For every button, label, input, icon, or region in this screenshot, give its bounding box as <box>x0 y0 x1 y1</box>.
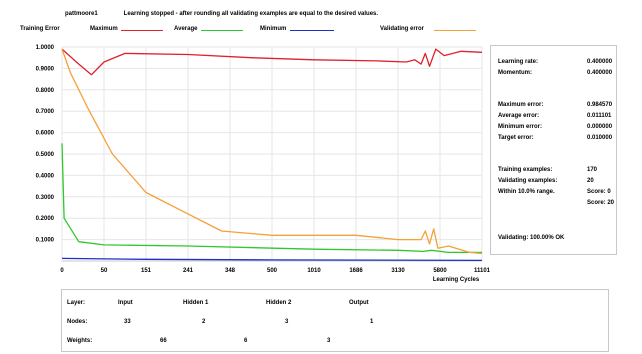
x-tick-label: 5800 <box>433 268 447 274</box>
layer-input-name: Input <box>118 300 133 306</box>
nodes-row-label: Nodes: <box>67 319 88 325</box>
learning-rate-value: 0.400000 <box>587 59 613 65</box>
x-tick-label: 500 <box>267 268 278 274</box>
target-error-label: Target error: <box>498 135 534 141</box>
legend-average-swatch <box>201 30 243 31</box>
momentum-value: 0.400000 <box>587 70 613 76</box>
layer-output-name: Output <box>349 300 369 306</box>
output-nodes: 1 <box>370 319 374 325</box>
y-tick-label: 0.6000 <box>36 131 55 137</box>
hidden2-weights: 3 <box>327 338 331 344</box>
x-axis-ticks: 0 50 151 241 348 500 1010 1686 3130 5800 11101 <box>60 268 490 274</box>
legend-average-label: Average <box>174 26 198 32</box>
score2-value: Score: 20 <box>587 200 615 206</box>
status-line: pattmoore1 Learning stopped - after roun… <box>65 11 378 17</box>
learning-rate-label: Learning rate: <box>498 59 539 65</box>
x-tick-label: 348 <box>225 268 236 274</box>
y-tick-label: 0.1000 <box>36 238 55 244</box>
chart-series <box>61 48 483 262</box>
x-tick-label: 151 <box>141 268 152 274</box>
input-weights: 66 <box>160 338 167 344</box>
validating-status: Validating: 100.00% OK <box>498 235 565 241</box>
y-tick-label: 0.3000 <box>36 195 55 201</box>
layer-hidden2-name: Hidden 2 <box>266 300 292 306</box>
hidden2-nodes: 3 <box>285 319 289 325</box>
chart-grid <box>61 46 483 262</box>
training-examples-label: Training examples: <box>498 167 553 173</box>
score-value: Score: 0 <box>587 189 611 195</box>
within-range-label: Within 10.0% range. <box>498 189 555 195</box>
legend-maximum-swatch <box>121 30 163 31</box>
y-tick-label: 1.0000 <box>36 45 55 51</box>
series-line-minimum <box>61 257 483 262</box>
training-examples-value: 170 <box>587 167 598 173</box>
momentum-label: Momentum: <box>498 70 532 76</box>
network-layers-table: Layer: Nodes: Weights: Input Hidden 1 Hi… <box>61 289 609 352</box>
minimum-error-value: 0.000000 <box>587 124 613 130</box>
series-line-average <box>61 143 482 254</box>
maximum-error-value: 0.984570 <box>587 102 613 108</box>
average-error-label: Average error: <box>498 113 540 119</box>
x-axis-label: Learning Cycles <box>433 277 480 283</box>
stats-panel: Learning rate: 0.400000 Momentum: 0.4000… <box>490 45 617 255</box>
validating-examples-label: Validating examples: <box>498 178 558 184</box>
y-tick-label: 0.9000 <box>36 66 55 72</box>
layer-hidden1-name: Hidden 1 <box>183 300 209 306</box>
legend-validating-swatch <box>434 30 476 31</box>
weights-row-label: Weights: <box>67 338 93 344</box>
y-tick-label: 0.2000 <box>36 216 55 222</box>
target-error-value: 0.010000 <box>587 135 613 141</box>
x-tick-label: 50 <box>101 268 108 274</box>
x-tick-label: 3130 <box>391 268 405 274</box>
layer-row-label: Layer: <box>67 300 86 306</box>
legend-validating-label: Validating error <box>380 26 425 32</box>
status-message: Learning stopped - after rounding all va… <box>123 11 379 17</box>
legend-minimum-swatch <box>290 30 334 31</box>
training-error-label: Training Error <box>20 26 60 32</box>
chart-legend: Training Error Maximum Average Minimum V… <box>20 26 640 36</box>
minimum-error-label: Minimum error: <box>498 124 543 130</box>
y-axis-ticks: 1.0000 0.9000 0.8000 0.7000 0.6000 0.5000 0.40… <box>36 45 55 244</box>
x-tick-label: 1686 <box>349 268 363 274</box>
x-tick-label: 0 <box>60 268 64 274</box>
average-error-value: 0.011101 <box>587 113 612 119</box>
pattern-name: pattmoore1 <box>65 11 98 17</box>
series-line-maximum <box>61 48 483 76</box>
x-tick-label: 241 <box>183 268 194 274</box>
legend-maximum-label: Maximum <box>90 26 118 32</box>
y-tick-label: 0.5000 <box>36 152 55 158</box>
x-tick-label: 1010 <box>307 268 321 274</box>
maximum-error-label: Maximum error: <box>498 102 544 108</box>
hidden1-weights: 6 <box>244 338 248 344</box>
legend-minimum-label: Minimum <box>260 26 287 32</box>
y-tick-label: 0.4000 <box>36 173 55 179</box>
input-nodes: 33 <box>124 319 131 325</box>
y-tick-label: 0.8000 <box>36 88 55 94</box>
y-tick-label: 0.7000 <box>36 109 55 115</box>
validating-examples-value: 20 <box>587 178 594 184</box>
x-tick-label: 11101 <box>474 268 490 274</box>
training-error-chart: 1.0000 0.9000 0.8000 0.7000 0.6000 0.5000 0.40… <box>36 45 490 283</box>
series-line-validating-error <box>61 48 483 255</box>
hidden1-nodes: 2 <box>202 319 206 325</box>
